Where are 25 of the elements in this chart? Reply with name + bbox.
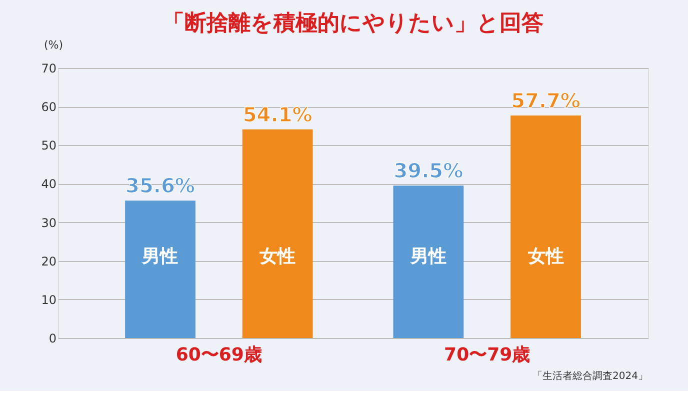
data-label: 54.1%: [242, 102, 312, 126]
y-tick-label: 60: [41, 100, 56, 114]
bar: [510, 115, 581, 338]
y-tick-label: 30: [41, 216, 56, 230]
y-tick-label: 70: [41, 62, 56, 76]
bar: [125, 200, 196, 338]
text: 男性: [410, 246, 446, 267]
data-label: 39.5%: [394, 158, 464, 183]
series-label: 男性: [141, 246, 178, 267]
y-tick-label: 40: [41, 177, 56, 192]
bar: [393, 186, 464, 338]
x-tick-label: 60〜69歳: [176, 344, 262, 366]
text: 「生活者総合調査2024」: [532, 370, 648, 382]
chart-title: 「断捨離を積極的にやりたい」と回答: [162, 11, 544, 36]
data-label: 35.6%: [126, 174, 195, 198]
data-label: 57.7%: [511, 88, 580, 112]
series-label: 女性: [258, 246, 296, 267]
y-tick-label: 20: [41, 254, 56, 268]
x-tick-label: 70〜79歳: [444, 344, 530, 366]
text: 女性: [528, 246, 564, 267]
y-tick-label: 10: [41, 292, 56, 307]
bar: [242, 129, 313, 338]
y-axis-title: (%): [44, 38, 64, 52]
y-tick-label: 0: [48, 332, 56, 346]
y-tick-label: 50: [41, 138, 56, 153]
